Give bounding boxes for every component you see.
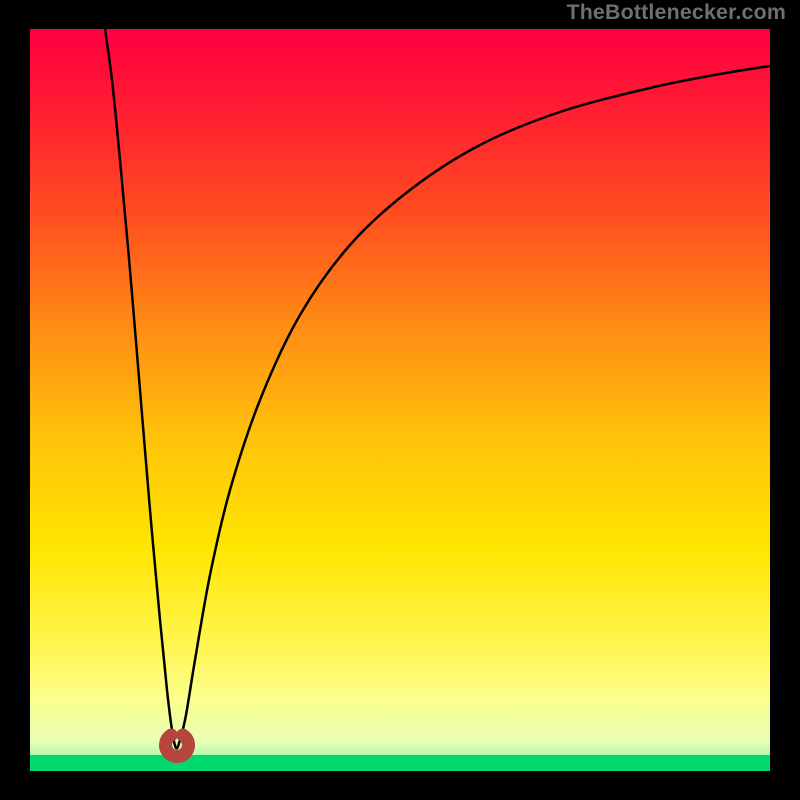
chart-container: TheBottlenecker.com <box>0 0 800 800</box>
green-bottom-strip <box>30 755 770 771</box>
gradient-plot-area <box>30 29 770 771</box>
watermark-text: TheBottlenecker.com <box>566 0 786 25</box>
